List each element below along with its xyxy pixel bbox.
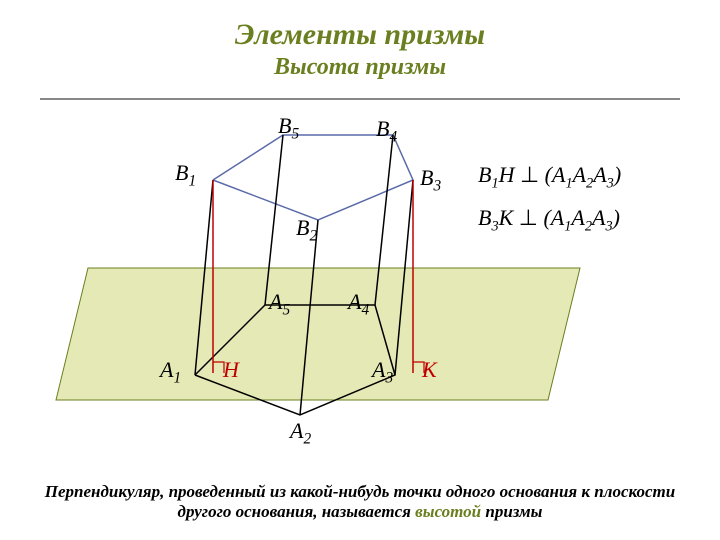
title-block: Элементы призмы Высота призмы [0,0,720,81]
slide: { "title": { "main": "Элементы призмы", … [0,0,720,540]
caption-highlight: высотой [415,502,481,521]
title-sub: Высота призмы [0,54,720,81]
label-A5: A5 [269,289,290,319]
label-B1: B1 [175,160,196,190]
label-H: H [223,357,239,383]
label-B2: B2 [296,215,317,245]
label-K: K [422,357,437,383]
title-main: Элементы призмы [0,18,720,52]
label-A1: A1 [160,357,181,387]
label-B3: B3 [420,165,441,195]
title-divider [40,98,680,100]
label-B5: B5 [278,113,299,143]
base-plane [0,0,720,540]
formula-b1h: B1H ⊥ (A1A2A3) [478,162,621,192]
prism-figure [0,0,720,540]
label-B4: B4 [376,116,397,146]
caption-post: призмы [481,502,542,521]
caption: Перпендикуляр, проведенный из какой-нибу… [40,482,680,522]
caption-pre: Перпендикуляр, проведенный из какой-нибу… [45,482,675,521]
label-A3: A3 [372,357,393,387]
formula-b3k: B3K ⊥ (A1A2A3) [478,205,620,235]
label-A4: A4 [348,289,369,319]
label-A2: A2 [290,418,311,448]
